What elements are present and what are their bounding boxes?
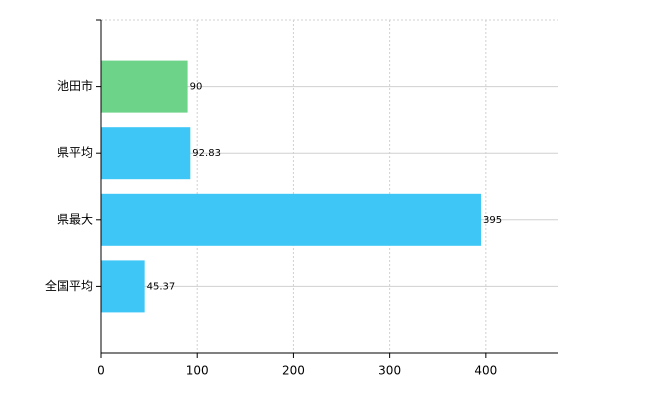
x-tick-label: 100 [186,364,209,378]
bar [101,193,482,246]
x-tick-label: 200 [282,364,305,378]
value-label: 395 [483,215,502,226]
y-tick-label: 県最大 [57,212,93,226]
bar [101,260,145,313]
bar [101,127,191,180]
value-label: 92.83 [192,148,221,159]
value-label: 45.37 [147,281,176,292]
x-tick-label: 400 [474,364,497,378]
value-label: 90 [190,82,203,93]
y-tick-label: 県平均 [57,146,93,160]
x-tick-label: 300 [378,364,401,378]
y-tick-label: 池田市 [57,78,93,93]
y-tick-label: 全国平均 [45,278,93,293]
bar [101,60,188,113]
x-tick-label: 0 [97,364,105,378]
